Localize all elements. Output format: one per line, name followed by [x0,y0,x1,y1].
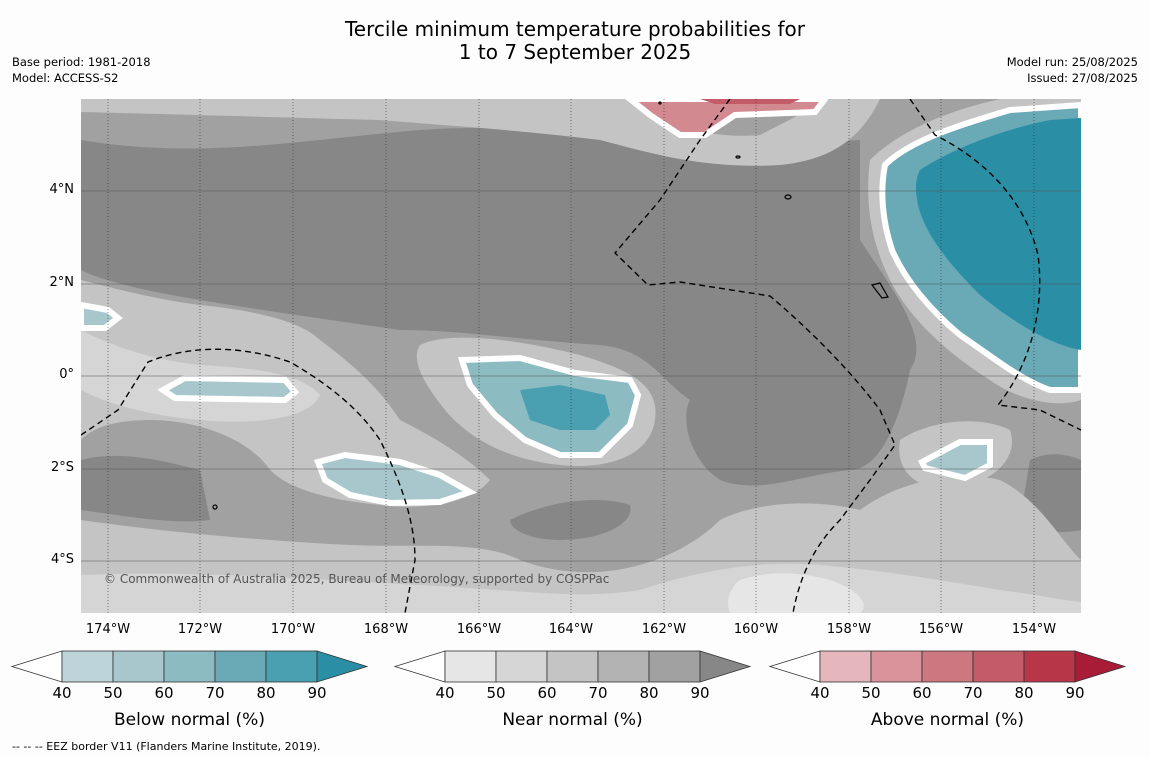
colorbar-title: Above normal (%) [870,710,1025,730]
colorbar-tick-label: 40 [810,684,830,702]
colorbar-segment [921,650,974,683]
colorbar-tick-label: 50 [486,684,506,702]
near-normal-dark-region-south [81,455,210,522]
colorbar-segment [546,650,599,683]
above-normal-core-north [700,99,800,104]
base-period: Base period: 1981-2018 [12,55,151,69]
colorbar-low-arrow [768,650,821,683]
x-tick: 168°W [363,622,409,637]
colorbar-title: Near normal (%) [502,710,643,730]
x-tick: 170°W [270,622,316,637]
colorbar-tick-label: 70 [588,684,608,702]
eez-footnote: -- -- -- EEZ border V11 (Flanders Marine… [12,740,321,753]
colorbar-segment [972,650,1025,683]
colorbar-tick-label: 70 [205,684,225,702]
near-normal-lightest-region-southwest [728,573,864,613]
colorbar-tick-label: 40 [435,684,455,702]
colorbar-segment [597,650,650,683]
x-tick: 172°W [177,622,223,637]
model-run: Model run: 25/08/2025 [1006,55,1138,69]
below-normal-region-far-west [81,301,123,331]
colorbar-high-arrow [699,650,752,683]
y-tick: 2°N [49,275,75,290]
colorbar-segment [648,650,701,683]
below-normal-region-southwest [313,451,478,507]
x-tick: 164°W [548,622,594,637]
colorbar-tick-label: 50 [861,684,881,702]
colorbar-high-arrow [316,650,369,683]
y-tick: 4°N [49,182,75,197]
meta-left: Base period: 1981-2018 Model: ACCESS-S2 [12,54,151,86]
colorbar-segment [61,650,114,683]
colorbar-segment [1023,650,1076,683]
y-tick: 0° [59,367,74,382]
colorbar-segment [112,650,165,683]
colorbar-segment [444,650,497,683]
colorbar-tick-label: 90 [690,684,710,702]
islands [212,101,889,510]
colorbar-tick-label: 80 [256,684,276,702]
map-title: Tercile minimum temperature probabilitie… [0,18,1150,64]
colorbar-tick-label: 60 [537,684,557,702]
issued-date: Issued: 27/08/2025 [1027,71,1138,85]
map-latitude-lines [81,190,1081,562]
colorbar-segment [214,650,267,683]
colorbar-segment [870,650,923,683]
colorbar-low-arrow [393,650,446,683]
colorbar-segment [163,650,216,683]
colorbar-tick-label: 60 [154,684,174,702]
colorbar-tick-label: 80 [1014,684,1034,702]
x-tick: 154°W [1011,622,1057,637]
eez-borders [81,99,1081,613]
colorbar-segment [495,650,548,683]
colorbar-high-arrow [1074,650,1127,683]
near-normal-dark-region-lower [510,500,631,540]
y-tick: 2°S [50,460,74,475]
title-line-1: Tercile minimum temperature probabilitie… [344,17,806,41]
below-normal-core-center [520,385,610,430]
colorbar-tick-label: 50 [103,684,123,702]
y-tick: 4°S [50,552,74,567]
x-tick: 158°W [826,622,872,637]
x-tick: 160°W [733,622,779,637]
meta-right: Model run: 25/08/2025 Issued: 27/08/2025 [1007,54,1138,86]
x-tick: 162°W [641,622,687,637]
colorbar-tick-label: 40 [52,684,72,702]
colorbar-tick-label: 90 [1065,684,1085,702]
colorbar-tick-label: 70 [963,684,983,702]
colorbar-tick-label: 90 [307,684,327,702]
x-tick: 156°W [918,622,964,637]
map-field [81,99,1081,613]
colorbar-low-arrow [10,650,63,683]
x-tick: 174°W [85,622,131,637]
near-normal-dark-region [81,127,917,486]
colorbar-tick-label: 80 [639,684,659,702]
copyright-notice: © Commonwealth of Australia 2025, Bureau… [104,572,610,586]
title-line-2: 1 to 7 September 2025 [458,40,692,64]
colorbar-title: Below normal (%) [114,710,265,730]
colorbar-tick-label: 60 [912,684,932,702]
below-normal-region-west [157,374,300,404]
near-normal-light-region-north [81,99,880,166]
colorbar-segment [819,650,872,683]
model-name: Model: ACCESS-S2 [12,71,119,85]
above-normal-region-north [625,99,829,138]
colorbars [10,650,1127,683]
colorbar-segment [265,650,318,683]
x-tick: 166°W [456,622,502,637]
